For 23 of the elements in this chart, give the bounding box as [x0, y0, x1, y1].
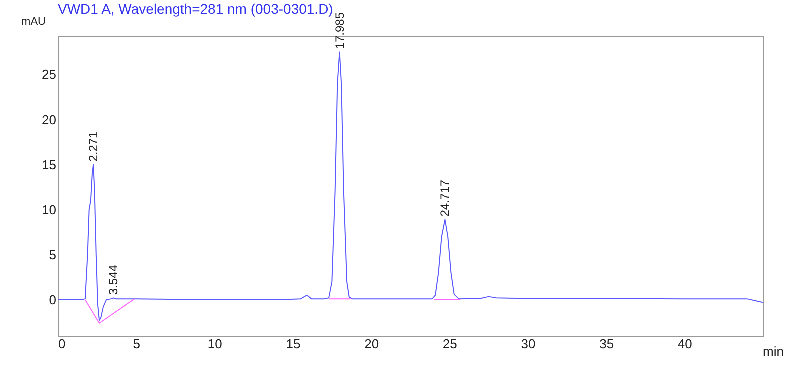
- x-tick-label: 25: [442, 336, 458, 352]
- x-tick-label: 30: [521, 336, 536, 352]
- x-tick-label: 20: [364, 336, 380, 352]
- x-tick-label: 0: [58, 336, 66, 352]
- annotation: 3.544: [106, 264, 121, 296]
- y-tick-label: 0: [49, 292, 56, 308]
- line-series: [58, 52, 763, 322]
- x-tick-label: 5: [133, 336, 140, 352]
- y-tick-label: 5: [49, 247, 56, 262]
- x-tick-label: 10: [208, 336, 222, 352]
- chart-title: VWD1 A, Wavelength=281 nm (003-0301.D): [58, 1, 334, 17]
- y-tick-label: 20: [42, 112, 56, 128]
- annotation: 2.271: [86, 131, 101, 162]
- y-tick-label: 15: [42, 157, 56, 172]
- x-tick-label: 40: [678, 336, 692, 352]
- y-tick-label: 25: [42, 67, 56, 82]
- y-tick-label: 10: [42, 202, 56, 218]
- annotation: 24.717: [438, 180, 452, 217]
- annotation: 17.985: [332, 12, 347, 50]
- x-tick-label: 15: [286, 336, 301, 352]
- y-axis-title: mAU: [22, 16, 46, 28]
- x-axis-title: min: [763, 344, 784, 359]
- x-tick-label: 35: [600, 336, 614, 352]
